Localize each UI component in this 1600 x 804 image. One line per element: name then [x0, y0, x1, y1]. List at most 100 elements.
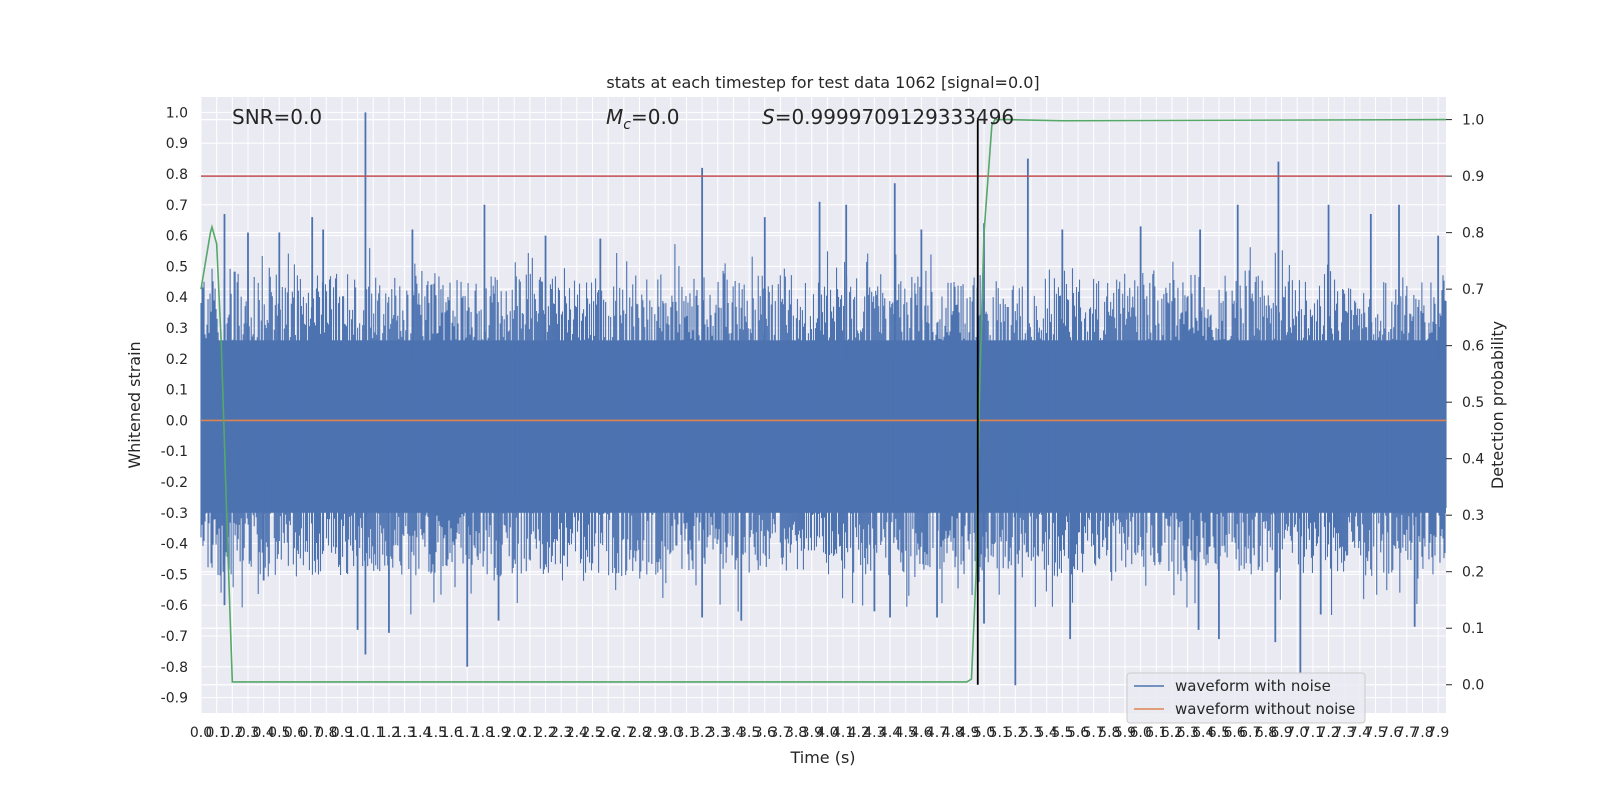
x-tick-label: 2.8	[628, 725, 650, 741]
x-tick-label: 7.5	[1364, 725, 1386, 741]
x-tick-label: 2.9	[644, 725, 666, 741]
x-tick-label: 5.8	[1098, 725, 1120, 741]
x-tick-label: 0.3	[237, 725, 259, 741]
x-tick-label: 6.2	[1161, 725, 1183, 741]
x-tick-label: 4.6	[910, 725, 932, 741]
y-left-axis-label: Whitened strain	[125, 341, 144, 468]
x-tick-label: 7.0	[1286, 725, 1308, 741]
x-tick-label: 6.0	[1129, 725, 1151, 741]
x-tick-label: 7.6	[1380, 725, 1402, 741]
x-tick-label: 0.8	[315, 725, 337, 741]
mc-subscript: c	[623, 117, 631, 133]
x-tick-label: 0.4	[253, 725, 275, 741]
x-tick-label: 7.3	[1333, 725, 1355, 741]
x-tick-label: 7.7	[1396, 725, 1418, 741]
x-tick-label: 4.4	[879, 725, 901, 741]
x-tick-label: 4.2	[848, 725, 870, 741]
y-right-tick-label: 0.5	[1462, 395, 1484, 411]
x-tick-label: 1.4	[409, 725, 431, 741]
x-tick-label: 7.2	[1317, 725, 1339, 741]
x-tick-label: 3.9	[801, 725, 823, 741]
x-tick-label: 3.1	[675, 725, 697, 741]
x-tick-label: 3.8	[785, 725, 807, 741]
x-tick-label: 2.0	[503, 725, 525, 741]
y-left-tick-labels: 1.0 0.9 0.8 0.7 0.6 0.5 0.4 0.3 0.2 0.1 0.0 -0.1 -0.…	[161, 105, 188, 706]
y-right-tick-label: 0.3	[1462, 508, 1484, 524]
x-tick-label: 6.6	[1223, 725, 1245, 741]
mc-symbol: M	[606, 105, 623, 129]
detection-probability-line	[200, 118, 1447, 683]
x-tick-label: 3.3	[707, 725, 729, 741]
s-symbol: S	[762, 105, 775, 129]
x-tick-label: 1.9	[487, 725, 509, 741]
y-left-tick-label: -0.8	[161, 660, 188, 676]
y-left-tick-label: -0.5	[161, 567, 188, 583]
y-right-tick-label: 0.4	[1462, 452, 1484, 468]
x-tick-label: 2.3	[550, 725, 572, 741]
s-annotation: S=0.9999709129333496	[762, 105, 1014, 129]
x-tick-label: 7.9	[1427, 725, 1449, 741]
x-tick-label: 2.6	[597, 725, 619, 741]
y-left-tick-label: 0.4	[166, 290, 188, 306]
x-tick-label: 2.2	[534, 725, 556, 741]
x-tick-label: 5.3	[1020, 725, 1042, 741]
y-left-tick-label: 0.0	[166, 413, 188, 429]
x-tick-label: 3.7	[769, 725, 791, 741]
x-tick-label: 0.7	[299, 725, 321, 741]
legend-clean-label: waveform without noise	[1175, 700, 1355, 718]
x-tick-label: 5.7	[1083, 725, 1105, 741]
x-tick-label: 6.9	[1270, 725, 1292, 741]
x-tick-label: 1.3	[393, 725, 415, 741]
x-axis-label: Time (s)	[789, 748, 855, 767]
x-tick-label: 0.9	[331, 725, 353, 741]
y-right-tick-label: 0.6	[1462, 339, 1484, 355]
x-tick-label: 5.6	[1067, 725, 1089, 741]
y-left-tick-label: 0.1	[166, 383, 188, 399]
y-right-tick-label: 0.2	[1462, 565, 1484, 581]
x-tick-label: 4.1	[832, 725, 854, 741]
x-tick-label: 4.8	[942, 725, 964, 741]
x-tick-label: 3.5	[738, 725, 760, 741]
x-tick-label: 5.5	[1051, 725, 1073, 741]
x-tick-label: 3.0	[660, 725, 682, 741]
x-tick-label: 3.2	[691, 725, 713, 741]
x-tick-label: 7.8	[1411, 725, 1433, 741]
y-left-tick-label: -0.7	[161, 629, 188, 645]
x-tick-label: 0.6	[284, 725, 306, 741]
s-value: =0.9999709129333496	[775, 105, 1014, 129]
y-left-tick-label: 0.9	[166, 136, 188, 152]
x-tick-label: 5.9	[1114, 725, 1136, 741]
x-tick-label: 6.1	[1145, 725, 1167, 741]
y-right-tick-label: 0.1	[1462, 621, 1484, 637]
y-left-tick-label: 1.0	[166, 105, 188, 121]
x-tick-label: 2.7	[613, 725, 635, 741]
x-tick-label: 4.0	[816, 725, 838, 741]
x-tick-label: 4.7	[926, 725, 948, 741]
x-tick-label: 7.1	[1302, 725, 1324, 741]
y-left-tick-label: -0.1	[161, 444, 188, 460]
x-tick-label: 5.0	[973, 725, 995, 741]
y-left-tick-label: 0.5	[166, 259, 188, 275]
x-tick-label: 3.6	[754, 725, 776, 741]
x-tick-label: 4.3	[863, 725, 885, 741]
x-tick-label: 2.5	[581, 725, 603, 741]
y-left-tick-label: 0.3	[166, 321, 188, 337]
x-tick-label: 1.0	[346, 725, 368, 741]
mc-value: =0.0	[631, 105, 680, 129]
x-tick-label: 0.5	[268, 725, 290, 741]
y-right-tick-label: 0.0	[1462, 678, 1484, 694]
x-tick-label: 1.7	[456, 725, 478, 741]
y-left-tick-label: -0.2	[161, 475, 188, 491]
x-tick-label: 0.2	[221, 725, 243, 741]
y-left-tick-label: -0.9	[161, 691, 188, 707]
mc-annotation: Mc=0.0	[606, 105, 680, 133]
y-right-tick-label: 0.7	[1462, 282, 1484, 298]
x-tick-label: 1.5	[425, 725, 447, 741]
x-tick-label: 7.4	[1349, 725, 1371, 741]
y-left-tick-label: 0.2	[166, 352, 188, 368]
x-tick-label: 5.4	[1036, 725, 1058, 741]
x-tick-label: 6.8	[1255, 725, 1277, 741]
x-tick-label: 5.2	[1004, 725, 1026, 741]
